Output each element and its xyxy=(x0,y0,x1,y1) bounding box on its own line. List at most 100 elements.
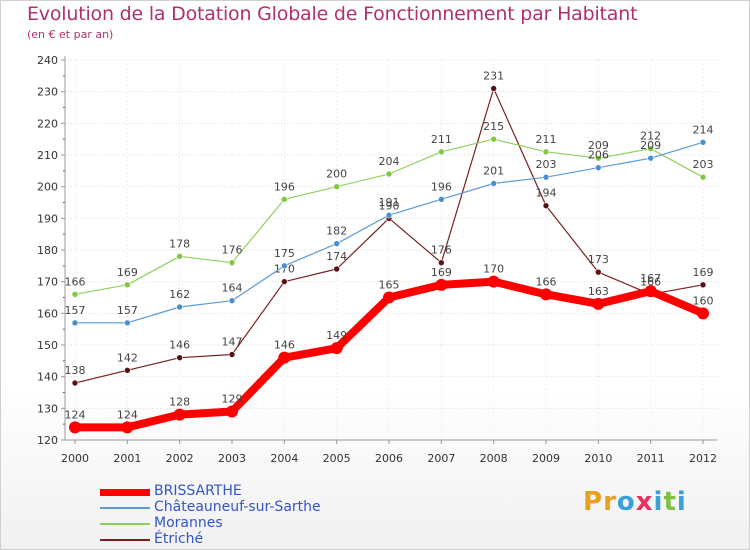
data-label: 176 xyxy=(431,244,452,257)
data-point xyxy=(333,265,340,273)
line-chart: 120 130 140 150 160 170 180 190 200 210 220 230 240 2… xyxy=(37,54,717,465)
data-point xyxy=(176,253,183,260)
y-tick-label: 200 xyxy=(37,181,58,194)
data-label: 166 xyxy=(536,275,557,288)
y-tick-label: 170 xyxy=(37,276,58,289)
legend-item: BRISSARTHE xyxy=(100,483,400,500)
x-tick-label: 2007 xyxy=(427,452,455,465)
y-tick-label: 220 xyxy=(37,117,58,130)
data-label: 196 xyxy=(274,180,295,193)
data-label: 164 xyxy=(222,282,243,295)
data-point xyxy=(176,303,183,311)
data-label: 182 xyxy=(326,225,347,238)
x-tick-label: 2003 xyxy=(218,452,246,465)
y-tick-label: 240 xyxy=(37,54,58,67)
data-point xyxy=(383,291,395,304)
data-point xyxy=(487,275,500,288)
data-point xyxy=(228,297,236,304)
data-label: 160 xyxy=(693,294,714,307)
data-point xyxy=(699,281,707,289)
chart-subtitle: (en € et par an) xyxy=(27,28,114,41)
data-label: 146 xyxy=(169,339,190,352)
x-tick-label: 2009 xyxy=(532,452,560,465)
data-point xyxy=(595,164,602,171)
logo-letter: x xyxy=(635,487,654,517)
x-tick-label: 2008 xyxy=(480,452,508,465)
y-tick-label: 210 xyxy=(37,149,58,162)
legend-item: Morannes xyxy=(100,515,400,532)
data-label: 146 xyxy=(274,339,295,352)
data-label: 165 xyxy=(379,279,400,292)
proxiti-logo: Proxiti xyxy=(583,487,687,517)
data-label: 211 xyxy=(431,133,452,146)
data-point xyxy=(278,351,291,364)
data-label: 200 xyxy=(326,168,347,181)
data-label: 201 xyxy=(483,165,504,178)
data-label: 206 xyxy=(588,149,609,162)
data-label: 203 xyxy=(693,158,714,171)
data-point xyxy=(647,145,654,152)
data-point xyxy=(647,154,654,162)
x-tick-label: 2010 xyxy=(584,452,612,465)
data-point xyxy=(699,173,707,181)
data-label: 162 xyxy=(169,288,190,301)
data-point xyxy=(71,291,79,298)
data-label: 196 xyxy=(431,180,452,193)
legend-label: BRISSARTHE xyxy=(154,483,242,499)
data-point xyxy=(333,183,340,190)
data-point xyxy=(69,421,81,434)
data-point xyxy=(438,196,445,203)
data-point xyxy=(435,278,448,291)
y-tick-label: 230 xyxy=(37,86,58,99)
data-label: 149 xyxy=(326,329,347,342)
data-label: 214 xyxy=(693,123,714,136)
data-label: 203 xyxy=(536,158,557,171)
data-point xyxy=(385,211,393,219)
data-label: 157 xyxy=(65,304,86,317)
data-point xyxy=(542,148,550,156)
data-label: 190 xyxy=(379,199,400,212)
legend-swatch xyxy=(100,488,150,496)
data-label: 215 xyxy=(483,120,504,133)
logo-letter: t xyxy=(663,487,677,517)
legend-swatch xyxy=(100,539,150,541)
data-label: 169 xyxy=(431,266,452,279)
data-point xyxy=(595,268,602,276)
data-label: 169 xyxy=(693,266,714,279)
data-point xyxy=(333,240,340,247)
data-point xyxy=(124,281,131,289)
y-tick-label: 130 xyxy=(37,402,58,415)
data-point xyxy=(176,354,183,361)
data-label: 124 xyxy=(117,408,138,421)
data-label: 124 xyxy=(65,408,86,421)
chart-title: Evolution de la Dotation Globale de Fonc… xyxy=(27,3,638,25)
data-label: 209 xyxy=(588,139,609,152)
data-point xyxy=(438,259,445,266)
data-label: 129 xyxy=(222,393,243,406)
data-label: 170 xyxy=(274,263,295,276)
data-point xyxy=(71,379,79,387)
x-tick-label: 2002 xyxy=(166,452,194,465)
data-point xyxy=(281,278,288,285)
logo-letter: i xyxy=(676,487,687,517)
x-tick-label: 2006 xyxy=(375,452,403,465)
data-point xyxy=(281,262,288,270)
x-tick-label: 2011 xyxy=(637,452,665,465)
legend-swatch xyxy=(100,523,150,525)
data-point xyxy=(330,342,343,355)
data-label: 170 xyxy=(483,263,504,276)
data-point xyxy=(71,319,79,327)
data-label: 212 xyxy=(640,130,661,143)
data-label: 204 xyxy=(379,155,400,168)
data-point xyxy=(644,285,657,298)
data-point xyxy=(124,367,131,374)
data-point xyxy=(542,202,550,209)
data-point xyxy=(697,307,709,320)
y-tick-label: 160 xyxy=(37,307,58,320)
legend-swatch xyxy=(100,507,150,509)
logo-letter: i xyxy=(653,487,664,517)
data-label: 163 xyxy=(588,285,609,298)
data-point xyxy=(490,180,497,187)
x-tick-label: 2005 xyxy=(323,452,351,465)
data-point xyxy=(542,173,550,181)
